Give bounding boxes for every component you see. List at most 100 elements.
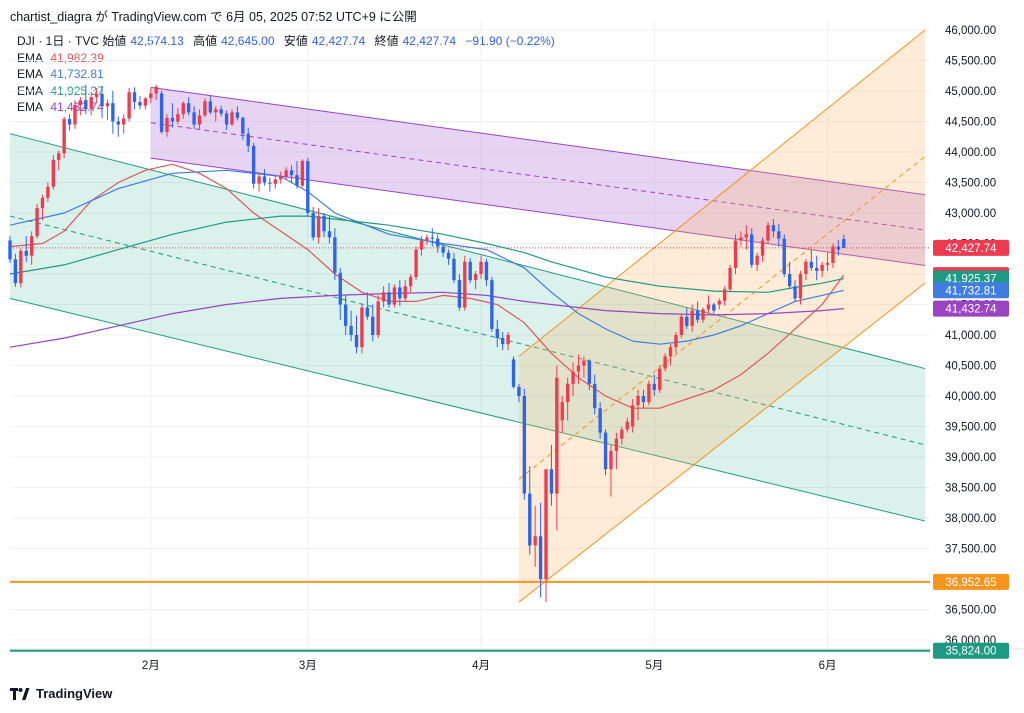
candle-body bbox=[8, 240, 12, 260]
tradingview-icon bbox=[10, 687, 30, 700]
candle-body bbox=[636, 396, 640, 406]
candle-body bbox=[576, 365, 581, 372]
candle-body bbox=[381, 292, 386, 302]
candle-body bbox=[295, 175, 299, 186]
ema-row-2[interactable]: EMA 41,732.81 bbox=[17, 66, 561, 83]
candle-body bbox=[506, 335, 510, 345]
candle-body bbox=[555, 377, 559, 494]
candle-body bbox=[241, 117, 245, 134]
price-badge bbox=[933, 573, 1009, 590]
candle-body bbox=[690, 310, 694, 326]
y-tick-label: 40,000.00 bbox=[945, 391, 996, 403]
candle-body bbox=[387, 292, 391, 305]
y-tick-label: 45,000.00 bbox=[945, 86, 996, 98]
candle-body bbox=[279, 176, 283, 180]
channel-mid-teal bbox=[9, 215, 926, 446]
y-tick-label: 46,000.00 bbox=[945, 25, 996, 37]
candle-body bbox=[668, 347, 673, 357]
candle-body bbox=[19, 250, 23, 284]
y-tick-label: 44,000.00 bbox=[945, 147, 996, 159]
candle-body bbox=[300, 161, 305, 186]
horizontal-levels bbox=[10, 247, 930, 652]
candle-body bbox=[712, 304, 716, 311]
candle-body bbox=[755, 255, 759, 265]
candle-body bbox=[203, 101, 207, 116]
candle-body bbox=[408, 277, 413, 287]
ohlc-row: DJI · 1日 · TVC 始値 42,574.13 高値 42,645.00 安… bbox=[17, 33, 561, 50]
candle-body bbox=[701, 309, 705, 320]
candle-body bbox=[262, 176, 267, 183]
candle-body bbox=[831, 246, 835, 264]
ema-value-2: 41,732.81 bbox=[50, 67, 104, 81]
price-axis: 46,000.00 45,500.00 45,000.00 44,500.00 44,0… bbox=[945, 25, 996, 647]
close-value: 42,427.74 bbox=[402, 34, 457, 48]
candle-body bbox=[695, 310, 700, 320]
candle-body bbox=[787, 274, 792, 287]
candle-body bbox=[51, 159, 55, 187]
candle-body bbox=[311, 213, 315, 238]
candle-body bbox=[327, 231, 332, 238]
channel-mid-orange bbox=[518, 156, 926, 480]
candle-body bbox=[159, 93, 164, 132]
candle-body bbox=[94, 94, 99, 98]
grid-lines bbox=[10, 20, 930, 649]
candle-body bbox=[219, 109, 223, 114]
candle-body bbox=[181, 103, 185, 115]
candle-body bbox=[706, 304, 711, 310]
candlesticks bbox=[8, 84, 846, 603]
x-tick-label: 5月 bbox=[645, 660, 663, 672]
candle-body bbox=[804, 261, 808, 274]
candle-body bbox=[446, 252, 451, 259]
candle-body bbox=[360, 307, 364, 348]
candle-body bbox=[419, 240, 424, 250]
candle-body bbox=[46, 186, 50, 198]
candle-body bbox=[235, 112, 240, 118]
y-tick-label: 44,500.00 bbox=[945, 117, 996, 129]
y-tick-label: 39,000.00 bbox=[945, 452, 996, 464]
candle-body bbox=[436, 238, 440, 247]
candle-body bbox=[89, 97, 93, 110]
candle-body bbox=[484, 261, 489, 281]
candle-body bbox=[371, 316, 375, 335]
candle-body bbox=[793, 286, 797, 299]
tradingview-logo[interactable]: TradingView bbox=[10, 686, 112, 701]
candle-body bbox=[246, 133, 250, 146]
candle-body bbox=[165, 117, 169, 132]
candle-body bbox=[587, 360, 591, 384]
candle-body bbox=[344, 304, 348, 326]
ema-line bbox=[9, 163, 845, 409]
price-badges: 42,427.7441,982.3941,925.3741,732.8141,4… bbox=[933, 239, 1009, 659]
candle-body bbox=[425, 237, 429, 241]
candle-body bbox=[398, 287, 402, 299]
candle-body bbox=[143, 98, 148, 106]
low-value: 42,427.74 bbox=[311, 34, 366, 48]
y-tick-label: 40,500.00 bbox=[945, 361, 996, 373]
candle-body bbox=[73, 105, 77, 125]
candle-body bbox=[463, 261, 467, 308]
y-tick-label: 41,000.00 bbox=[945, 330, 996, 342]
channel-fill-orange bbox=[518, 30, 925, 603]
y-tick-label: 43,000.00 bbox=[945, 208, 996, 220]
candle-body bbox=[593, 383, 597, 409]
candle-body bbox=[403, 286, 407, 299]
candle-body bbox=[268, 182, 272, 184]
y-tick-label: 37,500.00 bbox=[945, 544, 996, 556]
candle-body bbox=[836, 246, 841, 250]
candle-body bbox=[674, 335, 678, 348]
candle-body bbox=[57, 153, 61, 160]
x-tick-label: 3月 bbox=[299, 660, 317, 672]
ema-line bbox=[9, 169, 844, 345]
candle-body bbox=[777, 231, 781, 239]
close-label: 終値 bbox=[374, 34, 399, 48]
candle-body bbox=[289, 170, 294, 176]
price-badge bbox=[933, 282, 1009, 299]
candle-body bbox=[685, 316, 689, 326]
candle-body bbox=[582, 360, 586, 366]
candle-body bbox=[214, 109, 218, 113]
candle-body bbox=[544, 469, 548, 579]
candle-body bbox=[257, 176, 261, 184]
channel-edge-orange bbox=[518, 29, 926, 357]
candle-body bbox=[100, 94, 104, 107]
y-tick-label: 36,500.00 bbox=[945, 605, 996, 617]
